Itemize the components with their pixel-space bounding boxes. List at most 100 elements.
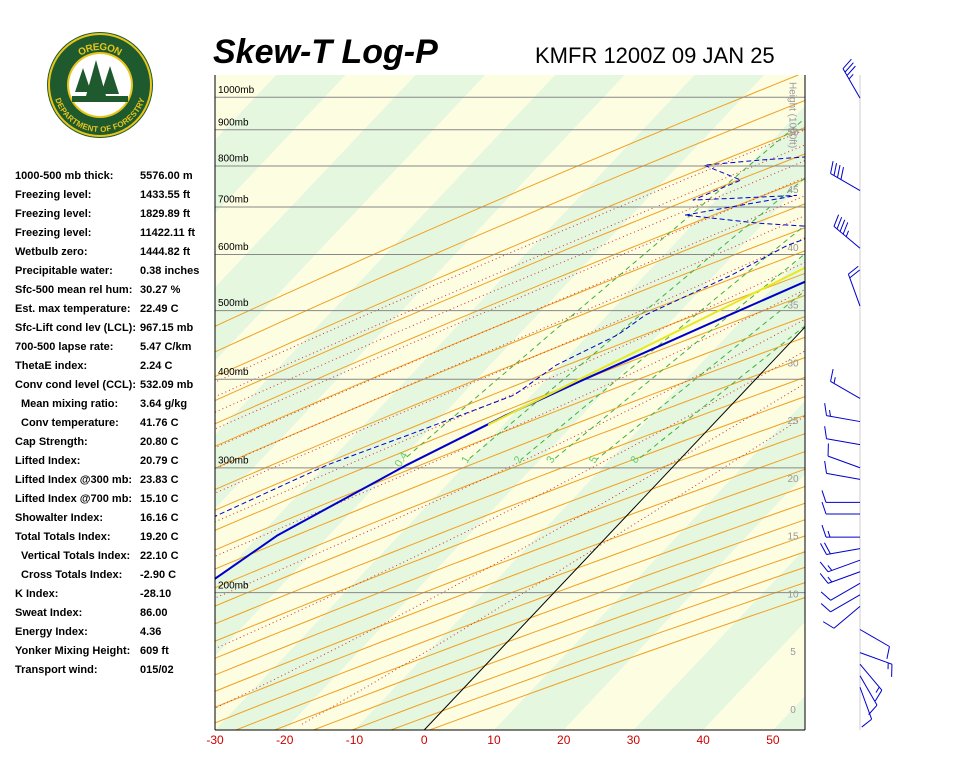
index-value: 4.36 [140,626,161,638]
pressure-label: 200mb [218,580,249,591]
dry-adiabat [215,153,805,402]
dry-adiabat [313,551,805,730]
temperature-band [215,75,277,140]
pressure-label: 900mb [218,117,249,128]
barb-staff [827,455,861,469]
index-label: Energy Index: [15,626,88,638]
title: Skew-T Log-P [213,33,438,71]
barb-feather [886,646,890,659]
dry-adiabat [215,414,805,642]
wind-barb [820,582,861,601]
subtitle: KMFR 1200Z 09 JAN 25 [535,43,775,68]
index-label: Vertical Totals Index: [21,550,130,562]
index-label: Precipitable water: [15,265,113,277]
height-tick-label: 25 [787,416,799,427]
index-label: Yonker Mixing Height: [15,645,130,657]
barb-feather [861,718,872,728]
index-label: Wetbulb zero: [15,246,88,258]
barb-feather [830,161,834,174]
dry-adiabat [215,178,805,425]
wind-barb [842,58,861,99]
barb-feather [839,219,846,232]
barb-feather [822,621,835,629]
x-tick-label: 50 [766,733,780,747]
temperature-band [354,253,805,730]
index-label: Transport wind: [15,664,98,676]
logo-top: OREGON [76,41,123,58]
index-label: Conv temperature: [21,417,119,429]
wind-barb [859,629,890,659]
height-tick-label: 10 [787,589,799,600]
pressure-label: 300mb [218,455,249,466]
mixing-ratio-label: 1 [459,454,472,465]
barb-feather [842,58,852,69]
index-value: 30.27 % [140,284,181,296]
index-value: -28.10 [140,588,171,600]
dry-adiabat [274,535,805,730]
barb-staff [826,548,861,556]
wind-barb [824,403,861,423]
barb-feather [824,460,828,474]
wind-barb [824,426,861,446]
dry-adiabat [215,272,805,511]
barb-half [845,230,850,237]
index-label: Cap Strength: [15,436,88,448]
index-value: 5576.00 m [140,170,193,182]
dry-adiabat [215,485,805,708]
wind-barb [833,214,861,249]
barb-feather [830,368,834,382]
index-value: -2.90 C [140,569,176,581]
dry-adiabat [215,75,799,327]
barb-feather [833,163,838,176]
index-label: Showalter Index: [15,512,103,524]
index-value: 532.09 mb [140,379,193,391]
sounding-line [215,156,805,517]
index-label: Conv cond level (CCL): [15,379,136,391]
x-tick-label: 30 [627,733,641,747]
barb-staff [827,559,861,573]
index-label: Total Totals Index: [15,531,111,543]
dry-adiabat [215,316,805,551]
dry-adiabat [215,99,805,353]
index-value: 22.10 C [140,550,179,562]
wind-barb [830,161,861,191]
dry-adiabat [215,502,805,724]
x-tick-label: -10 [346,733,364,747]
dry-adiabat [215,357,805,589]
dry-adiabat [215,468,805,692]
freezing-isotherm [423,326,805,730]
barb-staff [830,582,861,601]
index-value: 5.47 C/km [140,341,192,353]
index-value: 015/02 [140,664,174,676]
barb-staff [830,381,861,399]
index-label: K Index: [15,588,58,600]
barb-feather [836,165,841,178]
pressure-label: 500mb [218,298,249,309]
barb-feather [820,603,831,613]
barb-feather [833,214,840,227]
height-axis-label: Height (1000ft) [786,82,797,148]
sounding-line [487,266,805,426]
barb-staff [830,173,861,191]
barb-feather [844,62,854,73]
barb-staff [833,226,861,249]
mixing-ratio-line [520,224,805,461]
index-value: 3.64 g/kg [140,398,187,410]
wind-barb [827,443,861,469]
barb-feather [819,561,829,573]
barb-staff [847,273,861,307]
index-value: 1829.89 ft [140,208,190,220]
barb-staff [826,415,861,423]
mixing-ratio-label: 8 [628,454,641,465]
mixing-ratio-label: 3 [544,454,557,465]
x-tick-label: 40 [697,733,711,747]
dry-adiabat [235,519,805,730]
wind-barb [821,501,860,515]
barb-staff [859,687,873,720]
barb-feather [849,269,860,279]
barb-feather [821,524,827,538]
index-label: Lifted Index @700 mb: [15,493,132,505]
height-tick-label: 50 [787,127,799,138]
moist-adiabat [299,415,805,726]
dry-adiabat [215,294,805,531]
